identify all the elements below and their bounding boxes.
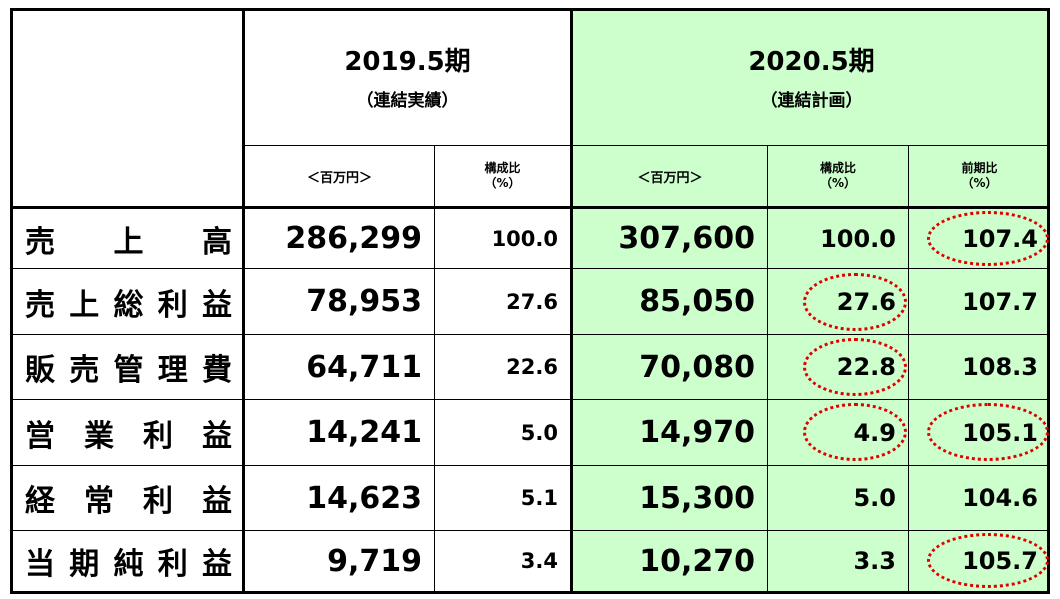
actual-ratio-value: 27.6 xyxy=(506,289,558,314)
label-char: 業 xyxy=(84,418,114,454)
divider-plan-section xyxy=(570,11,573,591)
label-char: 常 xyxy=(84,484,114,519)
financial-table: 2019.5期 （連結実績） 2020.5期 （連結計画） ＜百万円＞ 構成比 … xyxy=(10,8,1050,594)
plan-value: 70,080 xyxy=(639,349,755,385)
actual-ratio-value: 22.6 xyxy=(506,355,558,379)
plan-unit-label: ＜百万円＞ xyxy=(637,170,703,186)
label-char: 益 xyxy=(202,418,232,454)
label-char: 利 xyxy=(143,418,173,454)
plan-ratio-value: 100.0 xyxy=(820,224,896,253)
ratio-header-label: 構成比 xyxy=(819,161,856,175)
label-char: 利 xyxy=(157,547,188,582)
divider-row xyxy=(13,268,1047,269)
row-label: 売 上 総 利 益 xyxy=(13,269,242,334)
label-char: 益 xyxy=(202,484,232,519)
plan-ratio-value: 3.3 xyxy=(853,547,896,575)
label-char: 純 xyxy=(113,547,144,582)
actual-ratio-value: 5.0 xyxy=(520,420,558,445)
divider-row xyxy=(13,530,1047,531)
plan-value: 10,270 xyxy=(639,543,755,579)
actual-ratio-header: 構成比 （%） xyxy=(435,146,570,206)
label-char: 利 xyxy=(157,287,188,323)
highlight-ellipse xyxy=(803,403,907,461)
plan-yoy-header: 前期比 （%） xyxy=(909,146,1050,206)
yoy-header-label: 前期比 xyxy=(961,161,998,175)
plan-yoy-value: 108.3 xyxy=(962,353,1038,381)
divider-label-col xyxy=(242,11,245,591)
ratio-header-unit: （%） xyxy=(819,176,857,190)
label-char: 売 xyxy=(69,353,100,388)
ratio-header-label: 構成比 xyxy=(484,161,521,175)
yoy-header-unit: （%） xyxy=(961,176,998,190)
label-char: 当 xyxy=(25,547,55,582)
actual-value: 64,711 xyxy=(306,349,422,385)
divider-header-body xyxy=(13,206,1047,209)
label-char: 益 xyxy=(202,287,232,323)
plan-period-title: 2020.5期 xyxy=(748,46,875,77)
ratio-header-unit: （%） xyxy=(484,176,521,190)
plan-value: 14,970 xyxy=(639,415,755,450)
label-char: 総 xyxy=(113,287,144,323)
label-char: 管 xyxy=(113,353,144,388)
divider-actual-ratio xyxy=(434,145,435,591)
actual-value: 78,953 xyxy=(306,284,422,319)
highlight-ellipse xyxy=(927,403,1049,461)
label-char: 理 xyxy=(157,353,188,388)
divider-subheader xyxy=(242,145,1047,146)
highlight-ellipse xyxy=(927,533,1049,588)
row-label: 営 業 利 益 xyxy=(13,400,242,465)
label-char: 期 xyxy=(69,547,100,582)
label-char: 費 xyxy=(202,353,232,388)
divider-row xyxy=(13,399,1047,400)
label-char: 営 xyxy=(25,418,55,454)
plan-period-note: （連結計画） xyxy=(760,90,863,111)
label-char: 利 xyxy=(143,484,173,519)
plan-value: 307,600 xyxy=(618,221,755,256)
row-label: 売 上 高 xyxy=(13,209,242,268)
highlight-ellipse xyxy=(927,211,1049,266)
plan-value: 85,050 xyxy=(639,284,755,319)
plan-value: 15,300 xyxy=(639,480,755,516)
actual-ratio-value: 100.0 xyxy=(491,226,558,251)
actual-value: 14,623 xyxy=(306,480,422,516)
row-label: 販 売 管 理 費 xyxy=(13,335,242,399)
label-char: 経 xyxy=(25,484,55,519)
actual-period-note: （連結実績） xyxy=(356,90,459,111)
label-char: 売 xyxy=(25,287,55,323)
actual-unit-label: ＜百万円＞ xyxy=(306,170,372,186)
actual-value: 9,719 xyxy=(327,543,422,579)
label-char: 上 xyxy=(113,224,144,260)
actual-ratio-value: 3.4 xyxy=(520,549,558,573)
label-char: 売 xyxy=(25,224,55,260)
plan-yoy-value: 107.7 xyxy=(962,287,1038,316)
label-char: 上 xyxy=(69,287,100,323)
plan-yoy-value: 104.6 xyxy=(962,484,1038,512)
row-label: 当 期 純 利 益 xyxy=(13,531,242,591)
highlight-ellipse xyxy=(803,338,907,396)
divider-plan-ratio xyxy=(767,145,768,591)
divider-plan-yoy xyxy=(908,145,909,591)
actual-ratio-value: 5.1 xyxy=(520,486,558,510)
highlight-ellipse xyxy=(803,273,907,331)
divider-row xyxy=(13,465,1047,466)
label-char: 販 xyxy=(25,353,55,388)
row-label: 経 常 利 益 xyxy=(13,466,242,530)
actual-period-title: 2019.5期 xyxy=(344,46,471,77)
actual-value: 286,299 xyxy=(285,221,422,256)
label-char: 高 xyxy=(202,224,232,260)
divider-row xyxy=(13,334,1047,335)
label-char: 益 xyxy=(202,547,232,582)
actual-value: 14,241 xyxy=(306,415,422,450)
plan-ratio-header: 構成比 （%） xyxy=(768,146,908,206)
plan-ratio-value: 5.0 xyxy=(853,484,896,512)
